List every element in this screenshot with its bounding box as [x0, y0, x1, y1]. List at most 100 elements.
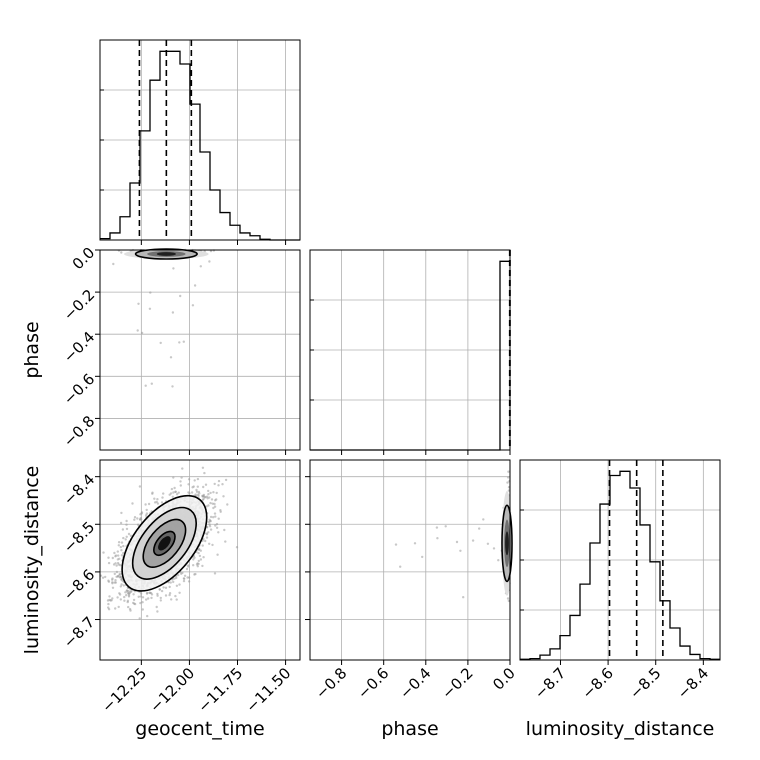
- sample-point: [214, 499, 217, 502]
- sample-point: [119, 598, 123, 601]
- sample-point: [122, 536, 125, 540]
- sample-point: [131, 502, 134, 505]
- sample-point: [120, 549, 123, 552]
- sample-point: [132, 601, 135, 605]
- sample-point: [217, 484, 220, 487]
- sample-point: [202, 485, 205, 489]
- sample-point: [207, 489, 210, 493]
- sample-point: [120, 578, 123, 581]
- sample-point: [191, 304, 195, 307]
- sample-point: [182, 340, 185, 343]
- sample-point: [164, 594, 168, 597]
- sample-point: [112, 262, 115, 266]
- sample-point: [122, 544, 125, 548]
- contour: [142, 518, 187, 568]
- sample-point: [145, 508, 148, 512]
- sample-point: [413, 542, 417, 545]
- sample-point: [108, 595, 111, 598]
- sample-point: [125, 527, 129, 531]
- sample-point: [187, 580, 191, 583]
- sample-point: [117, 541, 121, 544]
- sample-point: [124, 591, 127, 594]
- sample-point: [212, 516, 215, 519]
- sample-point: [171, 495, 174, 498]
- sample-point: [141, 596, 145, 599]
- sample-point: [201, 466, 205, 469]
- sample-point: [226, 503, 229, 506]
- sample-point: [213, 502, 216, 506]
- sample-point: [178, 341, 181, 344]
- sample-point: [159, 599, 162, 602]
- sample-point: [188, 576, 191, 579]
- sample-point: [180, 572, 183, 575]
- sample-point: [160, 501, 164, 504]
- sample-point: [111, 586, 115, 589]
- sample-point: [444, 525, 447, 528]
- density-core: [158, 536, 171, 551]
- sample-point: [146, 614, 149, 618]
- sample-point: [114, 607, 117, 610]
- sample-point: [174, 490, 177, 494]
- sample-point: [199, 265, 202, 268]
- sample-point: [114, 554, 118, 557]
- x-tick-label: −0.6: [354, 664, 392, 702]
- sample-point: [197, 551, 200, 555]
- sample-point: [116, 575, 120, 578]
- sample-point: [185, 567, 189, 571]
- sample-point: [170, 598, 173, 601]
- sample-point: [111, 577, 114, 580]
- sample-point: [213, 572, 217, 575]
- sample-point: [161, 496, 164, 499]
- sample-point: [173, 486, 176, 490]
- sample-point: [153, 497, 156, 500]
- x-tick-label: −8.7: [531, 664, 569, 702]
- contour: [153, 530, 176, 557]
- sample-point: [506, 597, 510, 600]
- sample-point: [207, 531, 210, 534]
- sample-point: [208, 542, 211, 545]
- sample-point: [207, 504, 210, 507]
- sample-point: [107, 561, 111, 565]
- sample-point: [137, 595, 140, 598]
- sample-point: [224, 478, 228, 482]
- sample-point: [196, 477, 200, 481]
- sample-point: [179, 484, 182, 487]
- sample-point: [118, 593, 122, 596]
- sample-point: [215, 526, 219, 529]
- sample-point: [133, 518, 136, 521]
- sample-point: [162, 492, 165, 495]
- sample-point: [195, 490, 199, 493]
- sample-point: [471, 539, 475, 542]
- sample-point: [127, 605, 130, 609]
- sample-point: [202, 556, 205, 559]
- sample-point: [213, 482, 216, 486]
- sample-point: [182, 579, 186, 583]
- sample-point: [119, 545, 123, 549]
- sample-point: [208, 496, 211, 499]
- sample-point: [205, 533, 209, 536]
- sample-point: [209, 491, 212, 495]
- sample-point: [174, 594, 177, 598]
- contour: [134, 248, 198, 260]
- sample-point: [192, 558, 195, 561]
- sample-point: [219, 510, 222, 513]
- sample-point: [172, 476, 175, 479]
- sample-point: [129, 534, 133, 537]
- sample-point: [123, 599, 126, 602]
- sample-point: [399, 565, 402, 568]
- sample-point: [164, 586, 168, 589]
- y-tick-label: 0.0: [69, 244, 99, 274]
- sample-point: [205, 495, 209, 498]
- sample-point: [213, 512, 217, 515]
- sample-point: [133, 516, 137, 519]
- sample-point: [136, 517, 139, 520]
- x-tick-label: −0.8: [312, 664, 350, 702]
- sample-point: [173, 577, 176, 580]
- sample-point: [127, 532, 131, 536]
- density-band: [156, 252, 176, 256]
- sample-point: [122, 551, 125, 555]
- xlabel-geocent-time: geocent_time: [135, 718, 264, 740]
- sample-point: [116, 561, 120, 565]
- sample-point: [107, 579, 110, 582]
- sample-point: [139, 601, 142, 605]
